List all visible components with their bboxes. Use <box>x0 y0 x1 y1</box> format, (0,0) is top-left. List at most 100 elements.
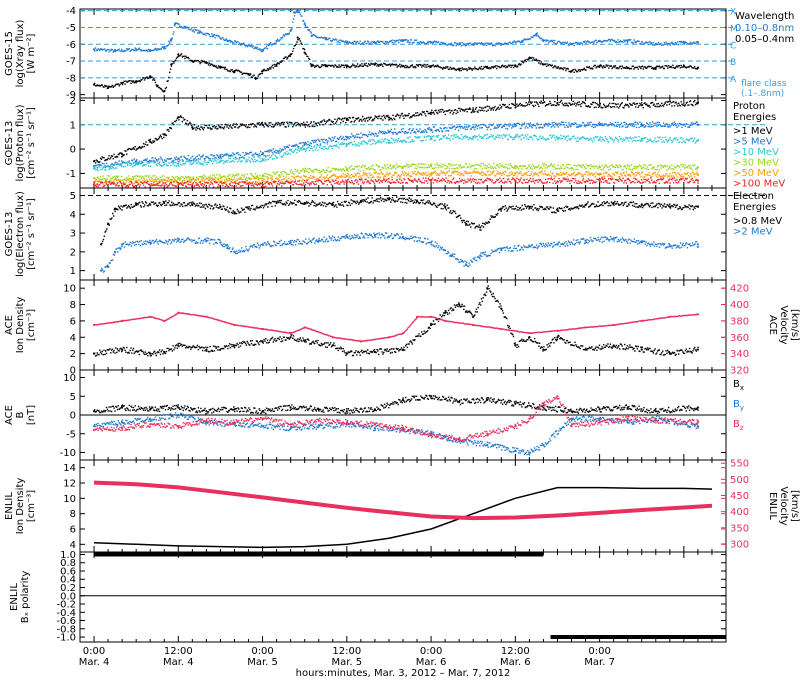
data-point <box>121 81 124 84</box>
data-point <box>135 203 138 206</box>
data-point <box>514 172 517 175</box>
y-tick-label: 2 <box>70 96 76 107</box>
data-point <box>163 133 166 136</box>
data-point <box>191 59 194 63</box>
x-tick-label-date: Mar. 6 <box>500 657 531 668</box>
data-point <box>387 139 391 142</box>
data-point <box>682 64 685 68</box>
data-point <box>219 126 222 129</box>
data-point <box>289 336 292 339</box>
data-point <box>387 198 391 201</box>
data-point <box>528 417 531 420</box>
x-tick-label-date: Mar. 6 <box>416 657 447 668</box>
y-right-tick-label: 420 <box>730 284 749 295</box>
data-point <box>233 421 236 424</box>
data-point <box>135 162 138 165</box>
y-tick-label: -1 <box>66 169 76 180</box>
data-point <box>293 11 296 14</box>
data-point <box>598 138 601 141</box>
data-point <box>289 332 292 335</box>
data-point <box>219 241 222 244</box>
data-point <box>429 179 433 182</box>
data-point <box>233 211 236 214</box>
data-point <box>668 205 671 208</box>
data-point <box>444 205 447 208</box>
data-point <box>303 147 306 151</box>
data-point <box>668 315 671 318</box>
y-axis-title-line: Ion Density <box>15 297 26 354</box>
data-point <box>212 34 215 37</box>
data-point <box>205 421 208 424</box>
data-point <box>121 152 124 156</box>
data-point <box>261 70 264 73</box>
data-point <box>472 126 475 129</box>
data-point <box>696 243 700 246</box>
data-point <box>696 101 700 104</box>
data-point <box>514 449 517 452</box>
data-point <box>296 36 299 39</box>
data-point <box>233 408 236 411</box>
data-point <box>626 39 629 43</box>
data-point <box>324 64 327 68</box>
data-point <box>106 265 110 268</box>
data-point <box>191 126 194 129</box>
y-tick-label: -0.4 <box>56 608 76 619</box>
data-point <box>598 417 601 420</box>
data-point <box>556 329 559 332</box>
y-right-tick-label: 450 <box>730 491 749 502</box>
data-point <box>612 237 615 240</box>
data-point <box>444 319 447 323</box>
y-axis-title-line: ENLIL <box>4 492 15 520</box>
data-point <box>149 408 152 411</box>
data-point <box>191 203 194 206</box>
series-dots <box>94 396 699 442</box>
data-point <box>268 43 271 46</box>
x-axis-title: hours:minutes, Mar. 3, 2012 – Mar. 7, 20… <box>296 668 511 679</box>
legend-flare-class: flare class <box>741 79 787 89</box>
y-axis-title-line: B <box>15 411 26 418</box>
data-point <box>289 423 292 426</box>
data-point <box>415 315 419 318</box>
legend-title: Electron <box>733 191 774 202</box>
panel-frame <box>79 459 727 553</box>
data-point <box>177 53 180 56</box>
data-point <box>542 39 545 43</box>
data-point <box>640 123 643 126</box>
y-tick-label: 6 <box>70 316 76 327</box>
legend-entry: >100 MeV <box>733 179 785 190</box>
data-point <box>289 427 292 430</box>
panels-group: -4 -5 -6 -7 -8 -9 GOES-15 log(Xray flux) [W m⁻²]… <box>4 6 800 668</box>
data-point <box>317 425 320 428</box>
data-point <box>303 201 306 205</box>
data-point <box>542 443 545 447</box>
data-point <box>556 101 559 104</box>
data-point <box>345 135 348 139</box>
data-point <box>556 336 559 339</box>
data-point <box>359 340 362 343</box>
data-point <box>500 43 503 46</box>
series-dots <box>94 133 699 172</box>
series-dots <box>94 394 699 415</box>
data-point <box>114 207 117 210</box>
y-right-tick-label: 400 <box>730 300 749 311</box>
data-point <box>240 43 243 46</box>
data-point <box>500 248 503 252</box>
data-point <box>345 180 348 184</box>
series--10-mev <box>92 133 700 172</box>
x-tick-label-time: 0:00 <box>83 646 105 657</box>
data-point <box>584 239 587 242</box>
data-point <box>696 421 700 424</box>
data-point <box>219 205 222 208</box>
flare-class-label: A <box>730 75 737 85</box>
series-bz <box>92 395 700 442</box>
data-point <box>163 90 166 93</box>
data-point <box>275 63 278 66</box>
data-point <box>261 183 264 186</box>
data-point <box>640 138 643 141</box>
data-point <box>163 319 166 323</box>
data-point <box>570 417 573 420</box>
x-tick-label-time: 0:00 <box>420 646 442 657</box>
data-point <box>303 23 306 26</box>
data-point <box>626 406 629 409</box>
data-point <box>451 254 454 257</box>
